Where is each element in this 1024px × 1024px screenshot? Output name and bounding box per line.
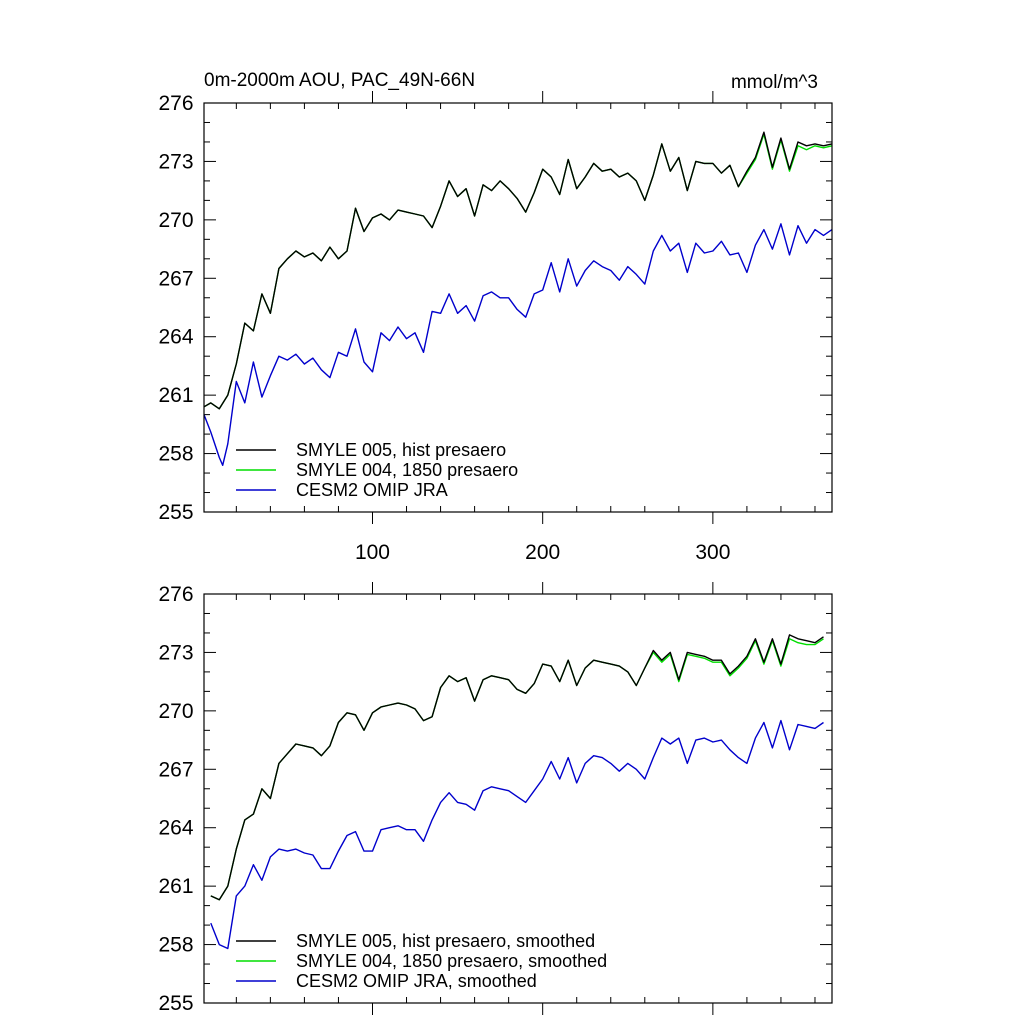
plot-lines — [210, 634, 824, 950]
series-line-0 — [210, 634, 824, 901]
plot-frame — [203, 593, 833, 1004]
series-line-2 — [210, 719, 824, 950]
axis-ticks — [204, 582, 832, 1015]
legend-label-1: SMYLE 004, 1850 presaero — [296, 460, 518, 480]
y-tick-label: 264 — [158, 817, 193, 840]
series-line-2 — [203, 223, 833, 466]
legend-label-0: SMYLE 005, hist presaero — [296, 440, 506, 460]
y-tick-label: 255 — [158, 501, 193, 524]
chart-title: 0m-2000m AOU, PAC_49N-66N — [204, 70, 475, 91]
y-tick-label: 270 — [158, 700, 193, 723]
legend-label-0: SMYLE 005, hist presaero, smoothed — [296, 931, 595, 951]
plot-lines — [203, 131, 833, 466]
plot-frame — [203, 102, 833, 513]
y-tick-label: 258 — [158, 443, 193, 466]
legend-label-1: SMYLE 004, 1850 presaero, smoothed — [296, 951, 607, 971]
y-tick-label: 276 — [158, 583, 193, 606]
legend: SMYLE 005, hist presaero, smoothedSMYLE … — [236, 931, 607, 991]
legend-label-2: CESM2 OMIP JRA — [296, 480, 448, 500]
x-tick-labels: 100 200 300 — [355, 541, 730, 564]
y-tick-label: 267 — [158, 267, 193, 290]
x-tick-label: 200 — [525, 541, 560, 564]
x-tick-label: 300 — [695, 541, 730, 564]
y-tick-label: 276 — [158, 92, 193, 115]
axis-ticks — [204, 91, 832, 524]
y-tick-label: 258 — [158, 934, 193, 957]
series-line-0 — [203, 131, 833, 410]
y-tick-label: 273 — [158, 150, 193, 173]
units-label: mmol/m^3 — [731, 72, 818, 93]
legend-label-2: CESM2 OMIP JRA, smoothed — [296, 971, 537, 991]
y-tick-label: 267 — [158, 758, 193, 781]
panel-smoothed: 255 258 261 264 267 270 273 276 SMYLE 005, hist… — [158, 582, 833, 1015]
y-tick-label: 270 — [158, 209, 193, 232]
y-tick-label: 255 — [158, 992, 193, 1015]
x-tick-label: 100 — [355, 541, 390, 564]
y-tick-label: 261 — [158, 384, 193, 407]
panel-raw: 0m-2000m AOU, PAC_49N-66N mmol/m^3 25525… — [158, 70, 833, 564]
y-tick-label: 264 — [158, 326, 193, 349]
y-tick-label: 273 — [158, 641, 193, 664]
y-tick-labels: 255 258 261 264 267 270 273 276 — [158, 92, 193, 524]
y-tick-labels: 255 258 261 264 267 270 273 276 — [158, 583, 193, 1015]
y-tick-label: 261 — [158, 875, 193, 898]
